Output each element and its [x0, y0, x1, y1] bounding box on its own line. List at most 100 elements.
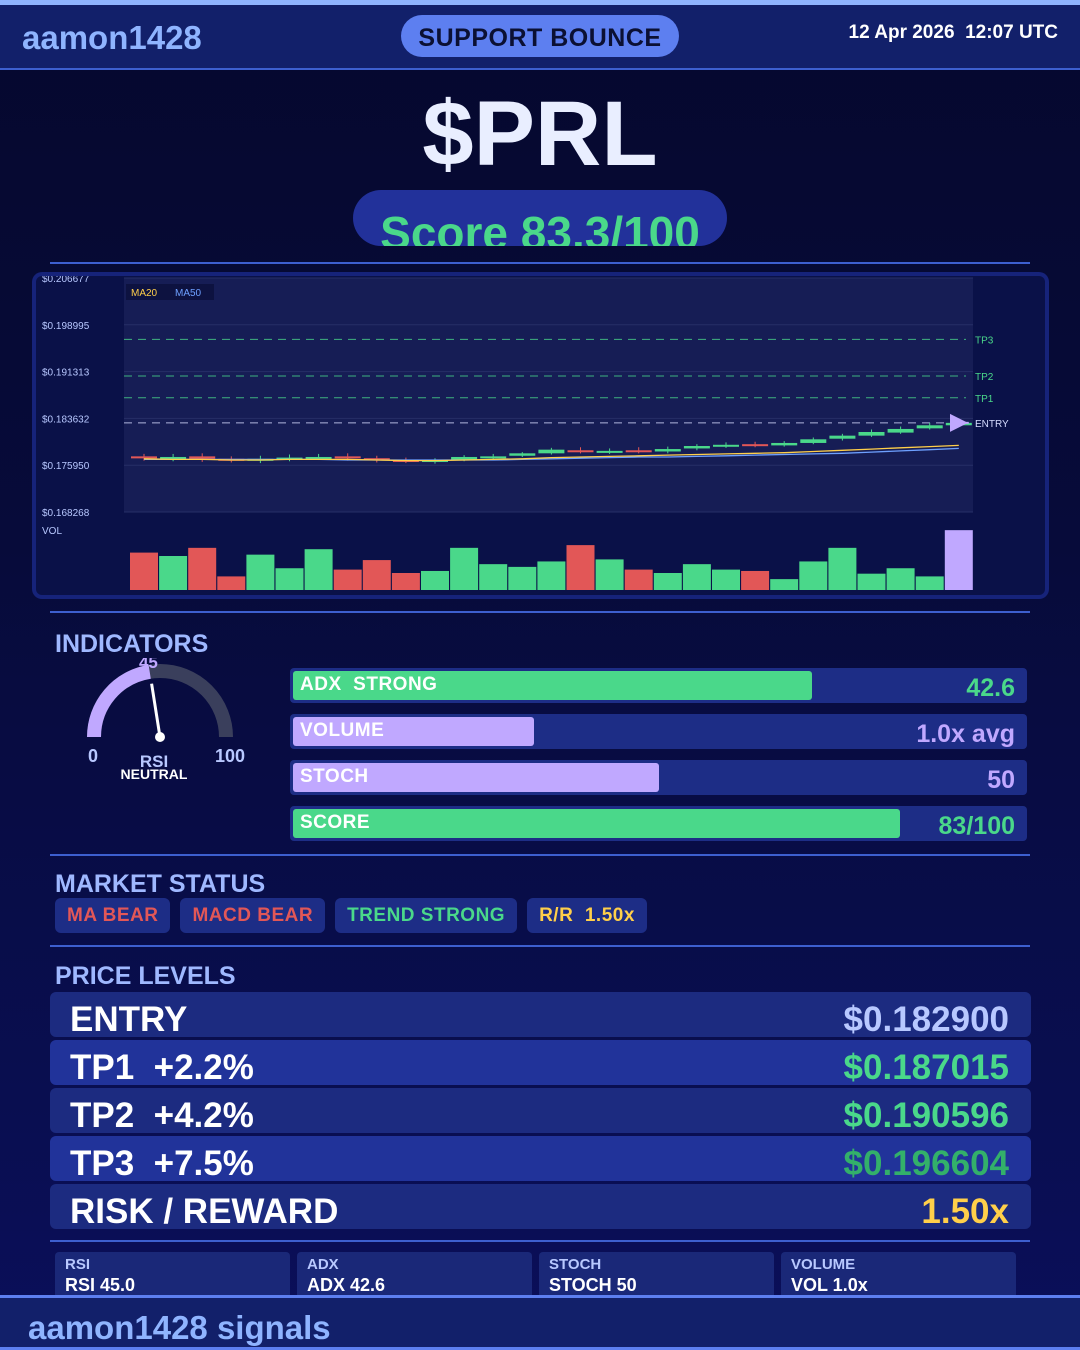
candle-body: [683, 446, 710, 449]
y-tick-label: $0.183632: [42, 414, 90, 425]
entry-arrow-icon: [950, 413, 968, 432]
divider: [50, 1240, 1030, 1242]
rsi-min: 0: [88, 746, 98, 766]
brand-name: aamon1428: [22, 19, 202, 56]
divider: [50, 611, 1030, 613]
price-chart: $0.206677 $0.198995 $0.191313 $0.183632 $0.1…: [42, 274, 1009, 590]
header-bar: aamon1428 SUPPORT BOUNCE 12 Apr 2026 12:…: [0, 5, 1080, 70]
footer-text: aamon1428 signals: [28, 1309, 331, 1346]
indicator-bar-score: SCORE 83/100: [290, 806, 1027, 841]
y-tick-label: $0.168268: [42, 508, 90, 519]
price-level-value: $0.182900: [843, 1000, 1009, 1039]
volume-bar: [741, 570, 770, 590]
market-status-badges: MA BEAR MACD BEAR TREND STRONG R/R 1.50x: [55, 898, 647, 933]
mini-stat-title: RSI: [65, 1256, 91, 1273]
volume-bar: [450, 547, 479, 590]
legend-ma20: MA20: [131, 288, 158, 299]
top-accent-line: [0, 0, 1080, 5]
rsi-gauge-fill: [87, 664, 152, 738]
indicator-bar-value: 50: [987, 766, 1015, 794]
score-label: Score 83.3/100: [380, 207, 700, 246]
rsi-gauge: 45 0 100 RSI NEUTRAL: [80, 653, 250, 788]
volume-bar: [130, 552, 158, 590]
level-label-tp3: TP3: [975, 335, 994, 346]
candle-body: [131, 456, 157, 459]
price-level-value: 1.50x: [921, 1192, 1009, 1231]
volume-bar: [275, 568, 304, 590]
volume-bar: [682, 564, 711, 590]
price-level-name: RISK / REWARD: [70, 1192, 339, 1231]
volume-bar: [362, 560, 391, 590]
plot-area: [124, 278, 973, 512]
mini-stat-title: STOCH: [549, 1256, 602, 1273]
indicator-bar-fill: [293, 763, 659, 792]
status-badge: MA BEAR: [55, 898, 171, 933]
market-status-title: MARKET STATUS: [55, 870, 266, 898]
price-level-row: TP3 +7.5% $0.196604: [50, 1136, 1031, 1183]
price-chart-panel: $0.206677 $0.198995 $0.191313 $0.183632 $0.1…: [32, 272, 1049, 599]
price-level-name: TP3 +7.5%: [70, 1144, 254, 1183]
volume-bar: [857, 573, 886, 590]
indicator-bar-label: SCORE: [300, 812, 371, 833]
price-level-value: $0.196604: [843, 1144, 1009, 1183]
volume-bar: [508, 566, 537, 590]
level-label-entry: ENTRY: [975, 419, 1009, 430]
rsi-needle-hub: [155, 732, 165, 742]
y-tick-label: $0.198995: [42, 321, 90, 332]
ma20-line: [143, 444, 959, 462]
volume-bar: [391, 573, 420, 590]
candle-body: [451, 456, 478, 461]
candle-body: [887, 428, 914, 433]
volume-bar: [886, 568, 915, 590]
rsi-value: 45: [139, 658, 158, 672]
candle-body: [713, 444, 739, 447]
y-tick-label: $0.175950: [42, 461, 90, 472]
indicator-bar-value: 1.0x avg: [916, 720, 1015, 748]
price-level-name: ENTRY: [70, 1000, 188, 1039]
volume-bar: [828, 547, 857, 590]
indicator-bar-label: VOLUME: [300, 720, 385, 741]
mini-stat-card: STOCH STOCH 50: [539, 1252, 774, 1297]
price-level-value: $0.190596: [843, 1096, 1009, 1135]
divider: [50, 854, 1030, 856]
candle-body: [334, 456, 361, 459]
candle-body: [654, 449, 681, 452]
rsi-max: 100: [215, 746, 245, 766]
score-pill: Score 83.3/100: [353, 190, 727, 246]
mini-stat-title: ADX: [307, 1256, 339, 1273]
volume-bar: [421, 570, 449, 590]
indicator-bar-value: 83/100: [938, 812, 1015, 840]
mini-stat-value: ADX 42.6: [307, 1275, 386, 1295]
rsi-state: NEUTRAL: [121, 766, 188, 782]
indicator-bar-fill: [293, 809, 900, 838]
candle-body: [742, 444, 769, 447]
indicator-bar-stoch: STOCH 50: [290, 760, 1027, 795]
rsi-gauge-graphic: 45 0 100 RSI NEUTRAL: [87, 653, 245, 782]
price-level-row: RISK / REWARD 1.50x: [50, 1184, 1031, 1231]
indicator-bar-label: STOCH: [300, 766, 369, 787]
volume-bar: [479, 564, 508, 590]
y-tick-label: $0.206677: [42, 276, 90, 285]
candle-body: [305, 456, 332, 459]
status-badge: R/R 1.50x: [527, 898, 647, 933]
y-tick-label: $0.191313: [42, 368, 90, 379]
volume-bar: [246, 554, 275, 590]
mini-stat-value: STOCH 50: [549, 1275, 637, 1295]
price-levels-title: PRICE LEVELS: [55, 962, 236, 990]
status-badge: TREND STRONG: [335, 898, 518, 933]
signal-type-badge: SUPPORT BOUNCE: [401, 15, 679, 57]
rsi-needle: [150, 683, 162, 738]
legend-box: [126, 284, 214, 300]
price-level-row: ENTRY $0.182900: [50, 992, 1031, 1039]
rsi-label: RSI: [140, 752, 168, 771]
candle-body: [800, 439, 827, 443]
volume-bar: [188, 547, 217, 590]
indicator-bar-fill: [293, 717, 535, 746]
indicator-bar-label: ADX STRONG: [300, 674, 438, 695]
price-level-name: TP2 +4.2%: [70, 1096, 254, 1135]
candle-body: [771, 442, 798, 446]
volume-bar: [333, 569, 362, 590]
timestamp: 12 Apr 2026 12:07 UTC: [848, 22, 1058, 43]
volume-bar: [770, 579, 799, 590]
volume-bar: [799, 561, 828, 590]
